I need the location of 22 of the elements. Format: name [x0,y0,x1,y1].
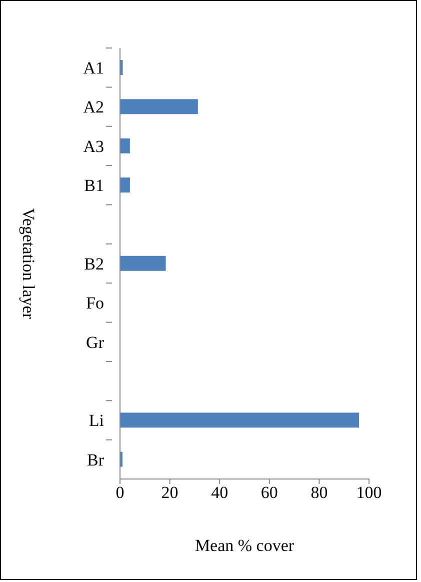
x-tick-label: 0 [116,483,124,502]
bar [120,138,130,154]
bar [120,178,130,193]
y-tick-label: Gr [86,332,104,352]
y-tick-label: B2 [84,254,104,274]
x-tick-label: 80 [310,483,328,502]
y-tick-label: A1 [83,58,104,78]
x-axis-title: Mean % cover [194,536,294,555]
y-tick-label: Li [88,411,104,430]
y-tick-label: Fo [86,294,104,313]
bar [120,412,360,428]
bar [120,99,198,114]
x-tick-label: 100 [356,483,382,502]
y-tick-label: A3 [83,136,104,156]
y-tick-label: B1 [84,176,104,196]
y-tick-label: A2 [83,98,104,117]
bar [120,256,166,271]
y-axis-title: Vegetation layer [18,208,38,320]
x-tick-label: 20 [161,483,178,502]
x-tick-label: 40 [211,483,228,502]
x-tick-label: 60 [260,483,278,502]
y-tick-label: Br [87,450,104,470]
